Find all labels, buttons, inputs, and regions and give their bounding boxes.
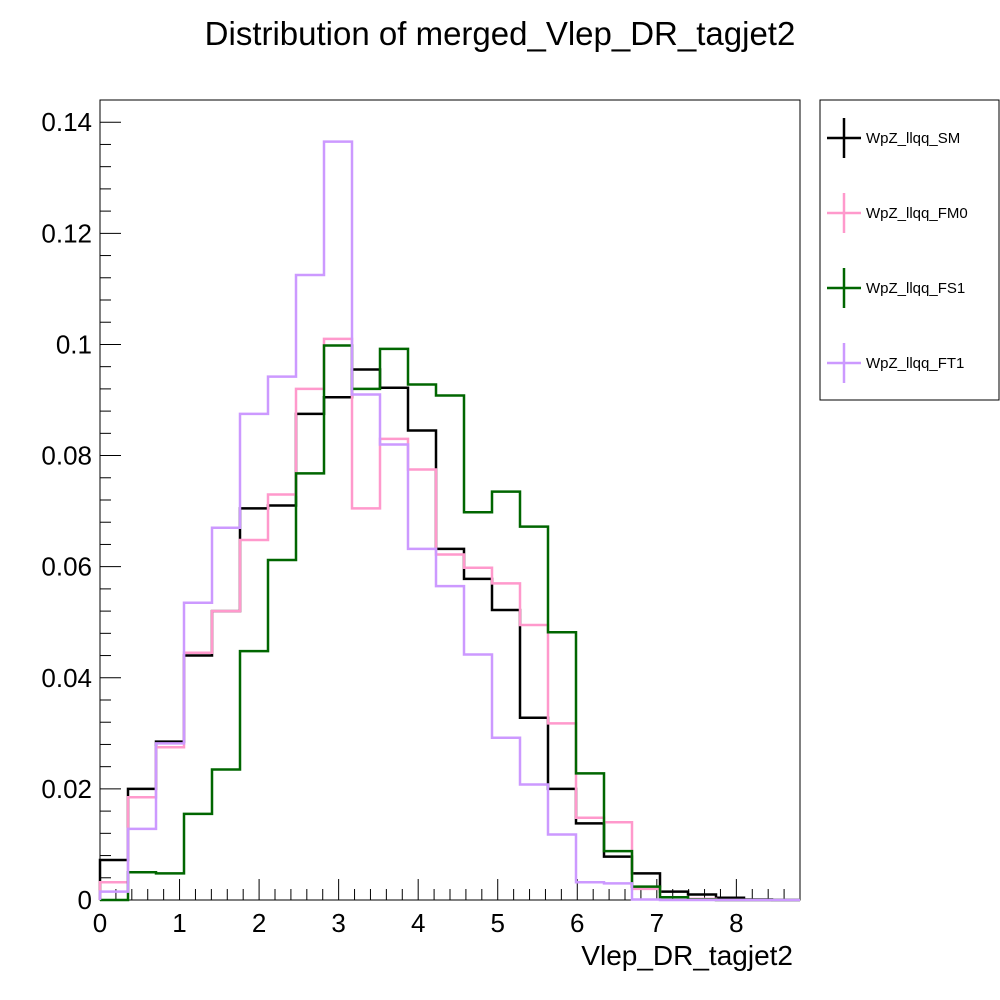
x-tick-label: 4: [411, 908, 425, 938]
legend: WpZ_llqq_SM WpZ_llqq_FM0 WpZ_llqq_FS1 WpZ_l…: [819, 99, 1000, 401]
x-tick-label: 6: [570, 908, 584, 938]
y-tick-label: 0.14: [41, 107, 92, 137]
x-axis-label: Vlep_DR_tagjet2: [581, 940, 793, 971]
y-tick-label: 0.06: [41, 552, 92, 582]
x-axis-ticks: 0 1 2 3 4 5 6 7 8: [93, 879, 785, 938]
y-tick-label: 0.12: [41, 218, 92, 248]
x-tick-label: 0: [93, 908, 107, 938]
y-axis-ticks: 0 0.02 0.04 0.06 0.08 0.1 0.12 0.14: [41, 107, 121, 915]
x-tick-label: 1: [172, 908, 186, 938]
y-tick-label: 0.04: [41, 663, 92, 693]
plot-frame: [99, 99, 801, 901]
y-tick-label: 0.02: [41, 774, 92, 804]
y-tick-label: 0.08: [41, 441, 92, 471]
x-tick-label: 5: [490, 908, 504, 938]
series-line-2: [100, 344, 800, 902]
series-line-0: [98, 368, 800, 902]
y-tick-label: 0.1: [56, 329, 92, 359]
legend-label: WpZ_llqq_SM: [866, 130, 960, 147]
x-tick-label: 2: [252, 908, 266, 938]
series-layer: [98, 140, 800, 902]
legend-label: WpZ_llqq_FM0: [866, 205, 968, 222]
legend-entries: WpZ_llqq_SM WpZ_llqq_FM0 WpZ_llqq_FS1 WpZ_l…: [827, 118, 968, 383]
chart-title: Distribution of merged_Vlep_DR_tagjet2: [205, 15, 796, 52]
series-line-1: [98, 337, 800, 902]
series-line-3: [98, 140, 800, 902]
x-tick-label: 3: [331, 908, 345, 938]
legend-label: WpZ_llqq_FT1: [866, 355, 964, 372]
x-tick-label: 8: [729, 908, 743, 938]
y-tick-label: 0: [78, 885, 92, 915]
x-tick-label: 7: [650, 908, 664, 938]
plot-area: 0 0.02 0.04 0.06 0.08 0.1 0.12 0.14 0 1 2 3 4 5 6 7 8: [41, 99, 801, 938]
legend-label: WpZ_llqq_FS1: [866, 280, 965, 297]
legend-frame: [819, 99, 1000, 401]
